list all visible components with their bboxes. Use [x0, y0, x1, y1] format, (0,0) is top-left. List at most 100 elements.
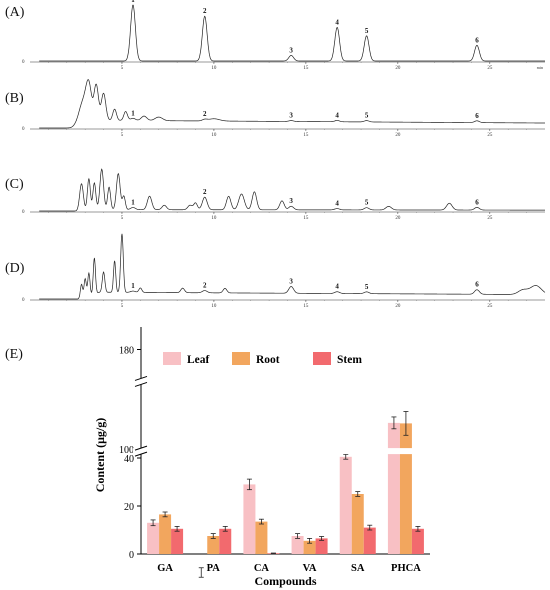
x-tick-label: 5 [121, 216, 124, 221]
chromatogram-panel: (B) 5 10 15 20 25 0 1 2 3 4 5 6 [5, 79, 545, 138]
panel-label: (D) [5, 261, 25, 276]
legend-label: Root [256, 354, 280, 366]
peak-label: 3 [289, 112, 293, 120]
chromatogram-panel: (C) 5 10 15 20 25 0 1 2 3 4 5 6 [5, 168, 545, 221]
bar [207, 536, 220, 554]
y-axis-label: Content (μg/g) [93, 418, 107, 492]
x-tick-label: 10 [211, 216, 217, 221]
y-tick-label: 0 [22, 210, 25, 215]
chromatogram-panel: (A) 5 10 15 20 25 0 min 1 2 3 4 5 6 [5, 0, 545, 71]
legend-swatch [313, 352, 331, 365]
x-tick-label: PA [207, 563, 221, 574]
peak-label: 2 [203, 282, 207, 290]
bar [243, 484, 256, 554]
legend-swatch [163, 352, 181, 365]
y-tick-label: 180 [119, 346, 134, 357]
peak-label: 5 [365, 199, 369, 207]
x-axis-label: Compounds [254, 574, 316, 588]
axis-break-gap [133, 378, 432, 385]
peak-label: 6 [475, 281, 479, 289]
bar [351, 494, 364, 554]
x-tick-label: SA [351, 563, 365, 574]
x-tick-label: 20 [395, 133, 401, 138]
bar [219, 528, 232, 554]
peak-label: 1 [131, 0, 135, 4]
peak-label: 1 [131, 198, 135, 206]
peak-label: 1 [131, 109, 135, 117]
peak-label: 6 [475, 36, 479, 44]
legend-label: Stem [337, 354, 362, 366]
x-tick-label: 25 [487, 133, 493, 138]
x-tick-label: 25 [487, 304, 493, 309]
trace-line [39, 79, 545, 129]
y-tick-label: 0 [22, 127, 25, 132]
bar [387, 422, 400, 554]
bar [303, 540, 316, 554]
x-tick-label: 20 [395, 304, 401, 309]
y-tick-label: 20 [124, 502, 134, 513]
x-tick-label: 15 [303, 304, 309, 309]
x-tick-label: VA [303, 563, 317, 574]
x-tick-label: 15 [303, 133, 309, 138]
x-unit: min [537, 65, 543, 70]
legend-label: Leaf [187, 354, 210, 366]
panel-label: (C) [5, 177, 24, 192]
chromatogram-panel: (D) 5 10 15 20 25 0 1 2 3 4 5 6 [5, 233, 546, 309]
x-tick-label: 15 [303, 216, 309, 221]
y-tick-label: 0 [22, 298, 25, 303]
panel-label: (B) [5, 91, 24, 106]
axis-break-gap [133, 448, 432, 455]
bar [171, 528, 184, 554]
y-tick-label: 40 [124, 454, 134, 465]
y-tick-label: 100 [119, 445, 134, 456]
peak-label: 4 [335, 200, 339, 208]
bar [315, 538, 328, 554]
x-tick-label: 15 [303, 66, 309, 71]
panel-label: (A) [5, 5, 25, 20]
peak-label: 4 [335, 111, 339, 119]
trace-line [39, 233, 546, 300]
trace-line [39, 168, 545, 212]
axis-break-mark [134, 375, 148, 381]
bar [363, 527, 376, 554]
panel-label: (E) [5, 347, 23, 362]
peak-label: 5 [365, 283, 369, 291]
x-tick-label: 10 [211, 66, 217, 71]
bar [339, 456, 352, 554]
x-tick-label: 5 [121, 133, 124, 138]
x-tick-label: 25 [487, 216, 493, 221]
bar [159, 514, 172, 554]
peak-label: 2 [203, 110, 207, 118]
bar [411, 528, 424, 554]
legend-swatch [232, 352, 250, 365]
peak-label: 3 [289, 46, 293, 54]
peak-label: 2 [203, 188, 207, 196]
peak-label: 5 [365, 112, 369, 120]
x-tick-label: 5 [121, 304, 124, 309]
bar [255, 521, 268, 554]
peak-label: 2 [203, 7, 207, 15]
x-tick-label: 10 [211, 133, 217, 138]
x-tick-label: 25 [487, 66, 493, 71]
bar [147, 522, 160, 554]
peak-label: 5 [365, 27, 369, 35]
peak-label: 6 [475, 112, 479, 120]
peak-label: 3 [289, 197, 293, 205]
axis-break-mark [134, 451, 148, 457]
x-tick-label: 20 [395, 216, 401, 221]
x-tick-label: GA [157, 563, 173, 574]
x-tick-label: PHCA [391, 563, 421, 574]
y-tick-label: 0 [129, 550, 134, 561]
y-tick-label: 0 [22, 60, 25, 65]
bar [399, 423, 412, 554]
peak-label: 3 [289, 278, 293, 286]
peak-label: 6 [475, 198, 479, 206]
peak-label: 4 [335, 18, 339, 26]
axis-break-mark [134, 445, 148, 451]
trace-line [39, 4, 545, 62]
peak-label: 4 [335, 283, 339, 291]
peak-label: 1 [131, 282, 135, 290]
